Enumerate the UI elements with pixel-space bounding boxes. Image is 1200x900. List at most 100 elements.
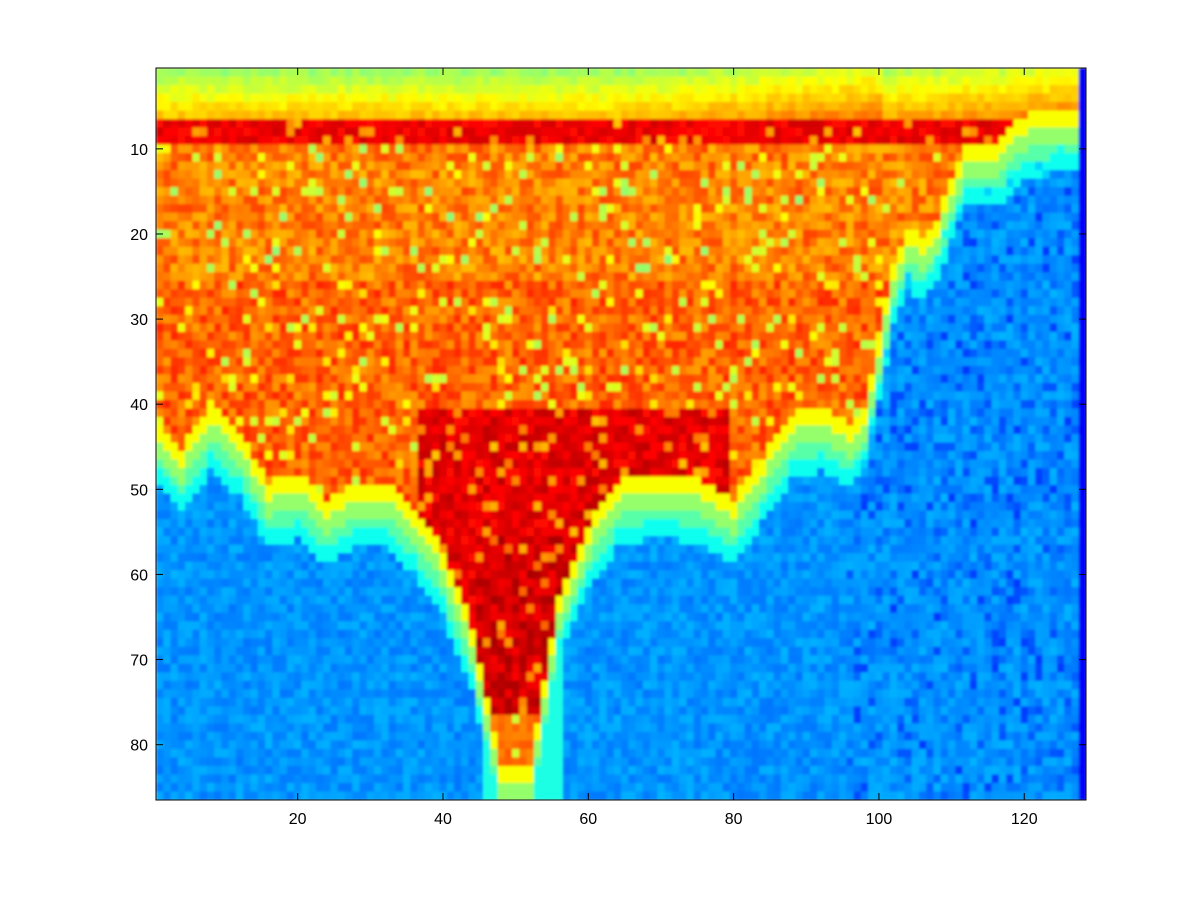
heatmap-cell — [235, 391, 244, 401]
heatmap-cell — [395, 263, 404, 273]
heatmap-cell — [490, 331, 499, 341]
heatmap-cell — [693, 280, 702, 290]
heatmap-cell — [998, 272, 1007, 282]
heatmap-cell — [831, 263, 840, 273]
heatmap-cell — [410, 153, 419, 163]
heatmap-cell — [904, 263, 913, 273]
heatmap-cell — [606, 306, 615, 316]
heatmap-cell — [788, 374, 796, 384]
heatmap-cell — [403, 340, 411, 350]
heatmap-cell — [381, 195, 390, 205]
heatmap-cell — [788, 204, 796, 214]
heatmap-cell — [715, 170, 724, 180]
heatmap-cell — [504, 391, 513, 401]
heatmap-cell — [868, 110, 876, 120]
heatmap-cell — [403, 212, 411, 222]
heatmap-cell — [417, 85, 426, 95]
heatmap-cell — [403, 93, 411, 103]
heatmap-cell — [446, 323, 455, 333]
heatmap-cell — [366, 297, 375, 307]
heatmap-cell — [679, 85, 687, 95]
heatmap-cell — [817, 119, 826, 129]
heatmap-cell — [497, 204, 506, 214]
heatmap-cell — [381, 331, 390, 341]
heatmap-cell — [897, 272, 905, 282]
heatmap-cell — [729, 93, 738, 103]
heatmap-cell — [366, 102, 375, 112]
heatmap-cell — [424, 153, 433, 163]
heatmap-cell — [802, 289, 811, 299]
heatmap-cell — [170, 272, 179, 282]
heatmap-cell — [737, 357, 746, 367]
heatmap-cell — [860, 204, 869, 214]
heatmap-cell — [788, 127, 796, 137]
heatmap-cell — [410, 93, 419, 103]
heatmap-cell — [911, 170, 920, 180]
heatmap-cell — [446, 331, 455, 341]
heatmap-cell — [671, 153, 680, 163]
heatmap-cell — [795, 391, 804, 401]
heatmap-cell — [759, 340, 767, 350]
heatmap-cell — [388, 68, 397, 78]
heatmap-cell — [708, 331, 717, 341]
heatmap-cell — [555, 272, 564, 282]
heatmap-cell — [868, 119, 876, 129]
heatmap-cell — [671, 161, 680, 171]
heatmap-cell — [1064, 391, 1073, 401]
heatmap-cell — [773, 238, 782, 248]
heatmap-cell — [729, 238, 738, 248]
heatmap-cell — [264, 365, 273, 376]
heatmap-cell — [424, 280, 433, 290]
heatmap-cell — [294, 306, 302, 316]
heatmap-cell — [1071, 306, 1080, 316]
heatmap-cell — [432, 187, 440, 197]
heatmap-cell — [286, 119, 295, 129]
heatmap-cell — [279, 348, 288, 358]
heatmap-cell — [432, 93, 440, 103]
heatmap-cell — [729, 348, 738, 358]
heatmap-cell — [766, 102, 775, 112]
heatmap-cell — [490, 204, 499, 214]
heatmap-cell — [947, 119, 956, 129]
heatmap-cell — [1006, 102, 1014, 112]
heatmap-cell — [1078, 178, 1086, 188]
heatmap-cell — [766, 331, 775, 341]
heatmap-cell — [541, 331, 549, 341]
heatmap-cell — [163, 246, 172, 256]
heatmap-cell — [272, 229, 281, 239]
heatmap-cell — [497, 161, 506, 171]
heatmap-cell — [1020, 382, 1029, 393]
heatmap-cell — [1006, 187, 1014, 197]
heatmap-cell — [381, 68, 390, 78]
heatmap-cell — [1056, 297, 1065, 307]
heatmap-cell — [1020, 136, 1029, 146]
heatmap-cell — [591, 170, 600, 180]
heatmap-cell — [621, 144, 629, 154]
heatmap-cell — [788, 306, 796, 316]
heatmap-cell — [1056, 229, 1065, 239]
heatmap-cell — [235, 314, 244, 324]
heatmap-cell — [352, 178, 361, 188]
heatmap-cell — [998, 68, 1007, 78]
heatmap-cell — [802, 119, 811, 129]
heatmap-cell — [868, 68, 876, 78]
heatmap-cell — [1027, 204, 1036, 214]
heatmap-cell — [570, 161, 579, 171]
heatmap-cell — [955, 306, 964, 316]
heatmap-cell — [599, 136, 608, 146]
heatmap-cell — [947, 153, 956, 163]
heatmap-cell — [1013, 161, 1022, 171]
heatmap-cell — [272, 323, 281, 333]
heatmap-cell — [570, 85, 579, 95]
heatmap-cell — [766, 178, 775, 188]
heatmap-cell — [526, 85, 535, 95]
heatmap-cell — [955, 187, 964, 197]
heatmap-cell — [802, 136, 811, 146]
heatmap-cell — [984, 204, 993, 214]
heatmap-cell — [889, 255, 898, 265]
heatmap-cell — [599, 331, 608, 341]
heatmap-cell — [621, 127, 629, 137]
heatmap-cell — [366, 178, 375, 188]
heatmap-cell — [621, 263, 629, 273]
heatmap-cell — [817, 357, 826, 367]
